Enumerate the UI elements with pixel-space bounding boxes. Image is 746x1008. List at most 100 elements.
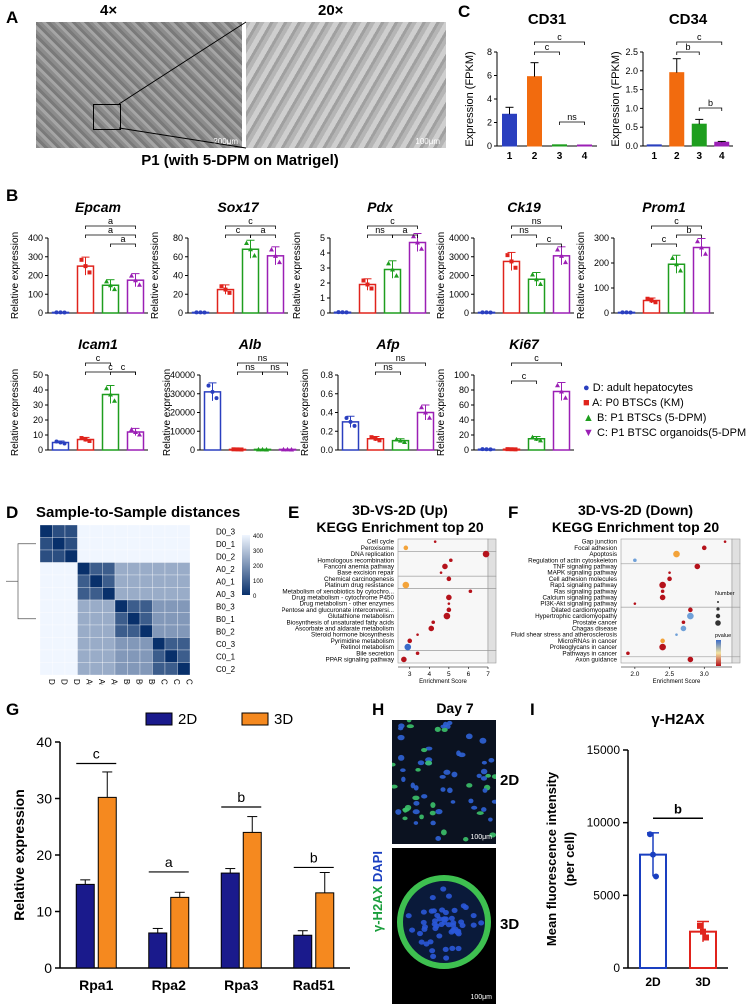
colorbar-tick: 200 <box>253 564 264 570</box>
heatmap-cell <box>89 624 103 638</box>
data-point <box>488 310 493 315</box>
bar-pdx-3 <box>408 241 427 314</box>
heatmap-cell <box>52 599 66 613</box>
data-point <box>555 382 560 388</box>
sig-bracket <box>676 41 723 45</box>
data-point <box>559 253 564 258</box>
col-label: A0_2 <box>84 679 93 685</box>
nucleus <box>430 953 437 959</box>
sig-label: ns <box>532 216 542 226</box>
data-point <box>227 290 232 295</box>
nucleus <box>440 829 447 836</box>
panel-label-d: D <box>6 503 19 522</box>
nucleus <box>427 939 434 945</box>
term-label: TNF signaling pathway <box>553 563 618 570</box>
term-label: Pentose and glucuronate interconversi... <box>282 607 394 614</box>
nucleus <box>440 787 446 792</box>
heatmap-cell <box>177 612 191 626</box>
heatmap-cell <box>114 587 128 601</box>
term-label: Rap1 signaling pathway <box>550 582 618 589</box>
heatmap-cell <box>127 525 141 538</box>
data-point <box>563 395 568 400</box>
heatmap-cell <box>102 662 116 676</box>
y-tick-label: 3 <box>320 263 325 273</box>
nucleus <box>447 787 453 794</box>
heatmap-cell <box>39 574 53 588</box>
nucleus <box>397 726 404 731</box>
nucleus <box>445 922 452 928</box>
data-point <box>352 423 357 428</box>
data-point <box>530 272 535 277</box>
term-dot <box>446 607 452 613</box>
nucleus <box>395 809 402 815</box>
nucleus <box>412 809 420 815</box>
y-tick-label: 8 <box>487 47 492 57</box>
heatmap-cell <box>139 549 153 563</box>
heatmap-cell <box>64 537 78 551</box>
term-dot <box>442 563 448 570</box>
data-point <box>369 435 374 440</box>
data-point <box>344 415 349 420</box>
heatmap-cell <box>39 612 53 626</box>
data-point <box>488 447 493 452</box>
term-dot <box>449 558 453 563</box>
data-point <box>509 259 514 264</box>
x-tick-label: 3 <box>696 151 702 162</box>
heatmap-cell <box>139 662 153 676</box>
nucleus <box>456 750 461 757</box>
sig-label: c <box>390 216 395 226</box>
nucleus <box>429 948 436 954</box>
legend-marker: ● <box>583 382 593 394</box>
heatmap-cell <box>164 537 178 551</box>
group-box <box>397 575 489 589</box>
col-label: D0_2 <box>72 679 81 685</box>
nucleus <box>397 734 405 741</box>
heatmap-title: Sample-to-Sample distances <box>36 504 241 521</box>
kegg-down-title1: 3D-VS-2D (Down) <box>577 502 694 518</box>
sig-label: c <box>522 371 527 381</box>
term-dot <box>668 571 671 574</box>
kegg-down-title2: KEGG Enrichment top 20 <box>551 519 720 535</box>
heatmap-cell <box>164 599 178 613</box>
group-box <box>620 606 733 658</box>
y-tick-label: 40000 <box>170 370 195 380</box>
data-point <box>628 310 633 315</box>
heatmap-cell <box>164 574 178 588</box>
label-3d: 3D <box>500 916 520 933</box>
y-tick-label: 0 <box>464 445 469 455</box>
term-label: Base excision repair <box>337 570 394 577</box>
y-axis-label: Relative expression <box>10 369 21 456</box>
bar-cd34-1 <box>669 72 685 147</box>
sig-label: c <box>674 216 679 226</box>
nucleus <box>471 805 478 810</box>
heatmap-cell <box>177 525 191 538</box>
heatmap-cell <box>77 662 91 676</box>
mag-4x-label: 4× <box>100 2 118 19</box>
col-label: C0_2 <box>184 679 193 685</box>
group-box <box>397 650 489 664</box>
data-point <box>273 253 278 258</box>
term-label: Dilated cardiomyopathy <box>551 607 618 614</box>
y-tick-label: 10000 <box>587 816 621 830</box>
scalebar-4x: 200μm <box>213 137 238 146</box>
data-point <box>513 447 518 452</box>
x-tick-label: 4 <box>582 151 588 162</box>
term-dot <box>633 602 637 605</box>
legend-marker: ■ <box>583 397 593 409</box>
mag-20x-label: 20× <box>318 2 344 19</box>
row-label: D0_3 <box>216 527 236 536</box>
heatmap-cell <box>152 549 166 563</box>
heatmap-cell <box>127 624 141 638</box>
heatmap-cell <box>127 612 141 626</box>
y-tick-label: 10000 <box>170 426 195 436</box>
heatmap-cell <box>89 599 103 613</box>
data-point <box>480 447 485 452</box>
nucleus <box>431 918 438 924</box>
heatmap-cell <box>89 649 103 663</box>
y-tick-label: 20000 <box>170 408 195 418</box>
sig-bracket <box>534 51 560 55</box>
nucleus <box>421 748 428 753</box>
nucleus <box>462 904 469 910</box>
heatmap-cell <box>164 662 178 676</box>
